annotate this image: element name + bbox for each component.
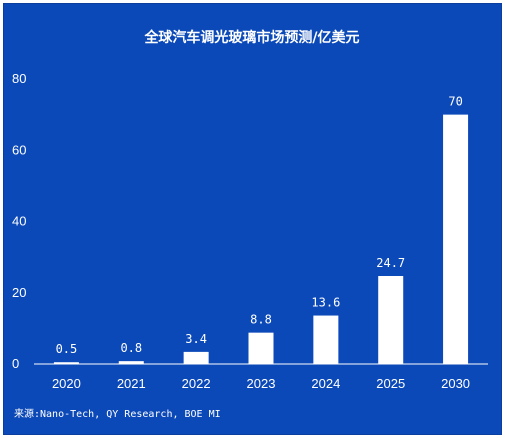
bar: [313, 315, 339, 364]
bars: [53, 114, 469, 364]
y-tick-label: 80: [12, 71, 26, 86]
bar: [378, 276, 404, 364]
x-tick-label: 2025: [376, 376, 405, 391]
x-tick-label: 2024: [311, 376, 340, 391]
y-tick-label: 60: [12, 142, 26, 157]
data-label: 70: [448, 95, 462, 109]
data-label: 3.4: [185, 332, 207, 346]
data-label: 0.5: [56, 342, 78, 356]
data-label: 8.8: [250, 313, 272, 327]
x-axis-ticks: 2020 2021 2022 2023 2024 2025 2030: [52, 376, 470, 391]
bar: [248, 332, 274, 364]
y-tick-label: 0: [12, 356, 19, 371]
x-tick-label: 2023: [247, 376, 276, 391]
y-tick-label: 20: [12, 285, 26, 300]
y-axis-ticks: 0 20 40 60 80: [12, 71, 26, 371]
x-tick-label: 2022: [182, 376, 211, 391]
chart-title: 全球汽车调光玻璃市场预测/亿美元: [143, 29, 359, 46]
data-label: 24.7: [376, 256, 405, 270]
bar: [443, 114, 469, 364]
source-note: 来源:Nano-Tech, QY Research, BOE MI: [14, 407, 221, 420]
x-tick-label: 2020: [52, 376, 81, 391]
data-label: 13.6: [311, 296, 340, 310]
bar: [53, 362, 79, 364]
data-labels: 0.5 0.8 3.4 8.8 13.6 24.7 70: [56, 95, 463, 357]
x-tick-label: 2030: [441, 376, 470, 391]
bar: [183, 351, 209, 364]
y-tick-label: 40: [12, 214, 26, 229]
bar: [118, 361, 144, 364]
data-label: 0.8: [120, 341, 142, 355]
x-tick-label: 2021: [117, 376, 146, 391]
